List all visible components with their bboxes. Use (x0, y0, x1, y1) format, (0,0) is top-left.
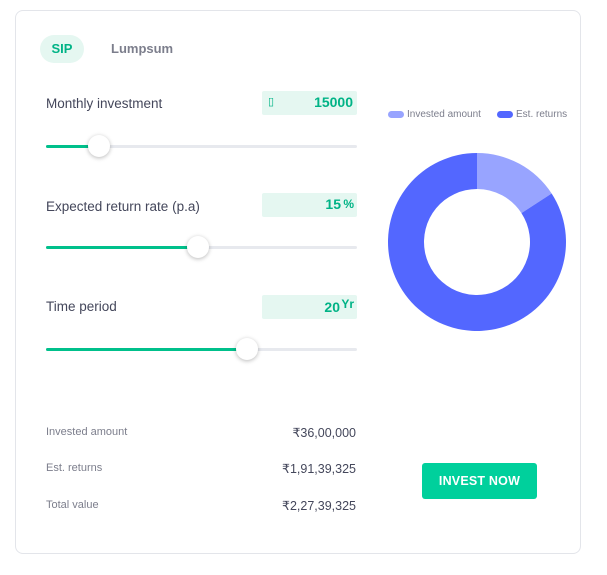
donut-chart (388, 153, 566, 331)
invested-amount-label: Invested amount (46, 426, 128, 438)
legend-invested: Invested amount (388, 109, 481, 120)
slider-thumb[interactable] (87, 135, 110, 157)
total-value-label: Total value (46, 499, 99, 511)
donut-slice-invested (477, 153, 552, 214)
tab-sip[interactable]: SIP (40, 35, 84, 63)
time-period-value[interactable]: 20 (324, 299, 340, 315)
return-rate-slider[interactable] (46, 236, 357, 258)
rupee-icon: ▯ (268, 96, 275, 108)
tab-lumpsum[interactable]: Lumpsum (111, 41, 174, 56)
time-period-slider[interactable] (46, 338, 357, 360)
monthly-investment-label: Monthly investment (46, 96, 163, 111)
monthly-investment-slider[interactable] (46, 135, 357, 157)
legend-returns: Est. returns (497, 109, 567, 120)
time-period-unit: Yr (341, 297, 354, 311)
est-returns-label: Est. returns (46, 462, 103, 474)
monthly-investment-value[interactable]: 15000 (314, 94, 353, 110)
return-rate-field[interactable]: 15 % (262, 193, 357, 217)
return-rate-unit: % (343, 197, 354, 211)
invested-amount-value: ₹36,00,000 (292, 426, 356, 440)
legend-swatch-invested (388, 111, 404, 118)
slider-thumb[interactable] (187, 236, 210, 258)
legend-label-returns: Est. returns (516, 109, 568, 120)
return-rate-label: Expected return rate (p.a) (46, 199, 200, 214)
monthly-investment-field[interactable]: ▯ 15000 (262, 91, 357, 115)
slider-fill (46, 348, 247, 351)
legend-swatch-returns (497, 111, 513, 118)
time-period-label: Time period (46, 299, 117, 314)
total-value-value: ₹2,27,39,325 (282, 499, 356, 513)
slider-fill (46, 246, 199, 249)
invest-now-button[interactable]: INVEST NOW (422, 463, 537, 499)
return-rate-value[interactable]: 15 (325, 196, 341, 212)
est-returns-value: ₹1,91,39,325 (282, 462, 356, 476)
legend-label-invested: Invested amount (407, 109, 481, 120)
slider-thumb[interactable] (235, 338, 258, 360)
slider-fill (46, 145, 99, 148)
donut-slice-returns (388, 153, 566, 331)
time-period-field[interactable]: 20 Yr (262, 295, 357, 319)
